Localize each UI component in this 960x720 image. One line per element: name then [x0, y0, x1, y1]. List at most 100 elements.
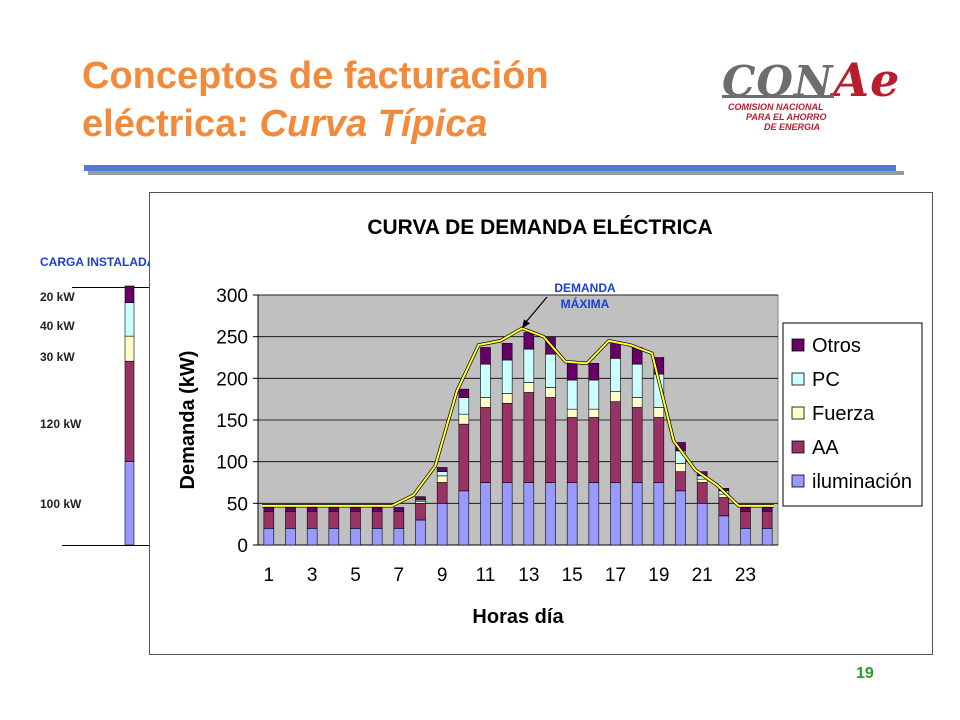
bar-PC-9: [436, 471, 448, 477]
carga-segment-iluminación: [124, 461, 135, 546]
x-tick-label: 1: [264, 565, 275, 586]
x-tick-label: 13: [518, 565, 539, 586]
bar-iluminación-17: [610, 482, 621, 546]
bar-iluminación-14: [545, 482, 556, 546]
bar-Fuerza-19: [653, 407, 665, 418]
carga-label-pc: 40 kW: [40, 319, 75, 333]
title-rule-blue: [84, 165, 896, 171]
bar-AA-24: [761, 511, 773, 529]
bar-iluminación-13: [523, 482, 535, 546]
bar-PC-14: [545, 353, 556, 388]
legend-label-AA: AA: [812, 437, 839, 459]
bar-Otros-6: [371, 507, 383, 512]
x-tick-label: 9: [437, 565, 448, 586]
bar-iluminación-23: [740, 528, 751, 546]
bar-AA-13: [523, 392, 535, 483]
demand-chart: CURVA DE DEMANDA ELÉCTRICA 0 50 100 150 200 25…: [177, 216, 923, 628]
x-tick-label: 7: [394, 565, 405, 586]
legend: Otros PC Fuerza AA iluminación: [782, 322, 923, 507]
y-tick-label: 100: [216, 453, 248, 474]
bar-Otros-11: [480, 347, 491, 365]
bar-iluminación-1: [263, 528, 275, 546]
bar-AA-11: [480, 407, 491, 483]
title-line-2-italic: Curva Típica: [259, 103, 488, 145]
bar-AA-8: [415, 503, 426, 521]
bar-AA-10: [458, 423, 470, 492]
bar-iluminación-22: [718, 515, 730, 546]
bar-Fuerza-13: [523, 382, 535, 393]
legend-swatch-iluminación: [791, 474, 805, 488]
x-tick-label: 19: [648, 565, 669, 586]
bar-iluminación-20: [675, 490, 686, 546]
x-tick-label: 23: [735, 565, 756, 586]
bar-iluminación-6: [371, 528, 383, 546]
bar-Otros-10: [458, 388, 470, 398]
bar-iluminación-5: [350, 528, 361, 546]
bar-iluminación-10: [458, 490, 470, 546]
legend-box: [782, 322, 923, 507]
x-tick-label: 17: [605, 565, 626, 586]
y-axis-title: Demanda (kW): [177, 351, 199, 490]
bar-Fuerza-21: [696, 478, 708, 483]
y-tick-label: 50: [227, 494, 248, 515]
bar-Otros-15: [566, 363, 578, 381]
bar-Otros-2: [285, 507, 296, 512]
bar-iluminación-12: [501, 482, 513, 546]
slide-title: Conceptos de facturación eléctrica: Curv…: [82, 52, 549, 148]
bar-AA-23: [740, 511, 751, 529]
bar-AA-17: [610, 401, 621, 483]
y-tick-label: 200: [216, 369, 248, 390]
bar-iluminación-11: [480, 482, 491, 546]
x-tick-label: 21: [692, 565, 713, 586]
logo-tagline-1: COMISION NACIONAL: [728, 102, 824, 112]
legend-label-Otros: Otros: [812, 335, 861, 357]
bar-iluminación-15: [566, 482, 578, 546]
bar-Fuerza-20: [675, 463, 686, 472]
bar-Otros-3: [306, 507, 318, 512]
bar-iluminación-7: [393, 528, 405, 546]
demanda-maxima-annotation: DEMANDA MÁXIMA: [545, 280, 625, 312]
bar-Fuerza-18: [631, 397, 643, 408]
carga-label-iluminacion: 100 kW: [40, 497, 82, 511]
legend-label-iluminación: iluminación: [812, 471, 912, 493]
annotation-line-2: MÁXIMA: [560, 297, 610, 311]
bar-Fuerza-12: [501, 393, 513, 404]
bar-PC-16: [588, 379, 600, 410]
bar-Fuerza-17: [610, 391, 621, 402]
carga-segment-AA: [124, 360, 135, 462]
x-axis-title: Horas día: [472, 606, 564, 628]
carga-label-otros: 20 kW: [40, 290, 75, 304]
legend-swatch-Fuerza: [791, 406, 805, 420]
bar-iluminación-16: [588, 482, 600, 546]
y-tick-label: 150: [216, 411, 248, 432]
bar-iluminación-3: [306, 528, 318, 546]
bar-AA-19: [653, 417, 665, 483]
logo-line: [722, 95, 834, 98]
bar-iluminación-18: [631, 482, 643, 546]
bar-Fuerza-10: [458, 413, 470, 425]
annotation-line-1: DEMANDA: [554, 281, 616, 295]
legend-label-Fuerza: Fuerza: [812, 403, 875, 425]
bar-Fuerza-15: [566, 408, 578, 418]
bar-AA-21: [696, 482, 708, 504]
bar-AA-15: [566, 417, 578, 483]
bar-Otros-1: [263, 507, 275, 512]
bar-AA-9: [436, 482, 448, 504]
carga-bottom-line: [62, 545, 188, 546]
y-tick-label: 250: [216, 328, 248, 349]
carga-segment-Otros: [124, 285, 135, 304]
page-number: 19: [856, 665, 874, 682]
total-demand-line: [262, 327, 774, 507]
x-tick-label: 3: [307, 565, 318, 586]
bar-PC-18: [631, 363, 643, 398]
title-rule-gray: [88, 171, 904, 175]
bar-Fuerza-16: [588, 408, 600, 418]
bar-Fuerza-11: [480, 397, 491, 408]
bar-AA-3: [306, 511, 318, 529]
bar-Otros-13: [523, 332, 535, 350]
x-tick-label: 5: [350, 565, 361, 586]
logo-tagline-3: DE ENERGIA: [764, 122, 821, 132]
legend-swatch-Otros: [791, 338, 805, 352]
carga-instalada-bar: [124, 285, 135, 546]
bar-iluminación-4: [328, 528, 340, 546]
